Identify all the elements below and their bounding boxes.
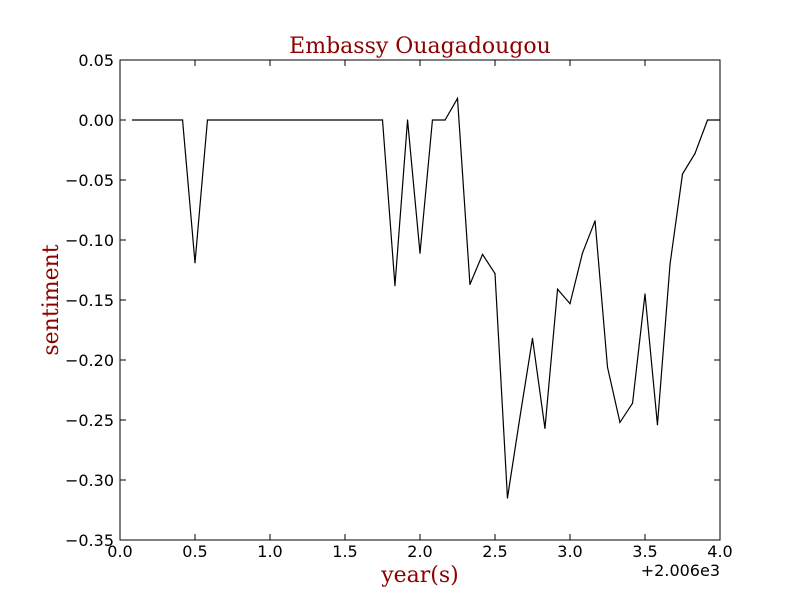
y-tick-label: 0.05 xyxy=(78,51,114,70)
data-point xyxy=(444,119,446,121)
data-point xyxy=(406,119,409,121)
y-tick-label: −0.15 xyxy=(65,291,114,310)
data-point xyxy=(256,119,259,121)
y-tick-label: −0.20 xyxy=(65,351,114,370)
data-point xyxy=(594,220,596,222)
data-point xyxy=(219,119,221,121)
data-point xyxy=(344,119,346,121)
data-point xyxy=(531,337,534,339)
data-point xyxy=(131,119,134,121)
data-point xyxy=(519,415,521,417)
y-tick-label: −0.35 xyxy=(65,531,114,550)
data-point xyxy=(506,497,509,499)
data-point xyxy=(194,262,196,264)
x-tick-label: 0.5 xyxy=(182,542,207,561)
data-point xyxy=(656,424,659,426)
data-point xyxy=(644,293,646,295)
data-point xyxy=(431,119,434,121)
data-point xyxy=(544,427,546,429)
data-point xyxy=(456,97,459,99)
data-point xyxy=(394,285,396,287)
data-point xyxy=(144,119,146,121)
x-tick-label: 0.0 xyxy=(107,542,132,561)
y-tick-label: −0.10 xyxy=(65,231,114,250)
x-axis-label: year(s) xyxy=(380,563,459,588)
x-tick-label: 2.5 xyxy=(482,542,507,561)
x-axis-offset-label: +2.006e3 xyxy=(641,561,720,580)
x-tick-label: 3.0 xyxy=(557,542,582,561)
data-point xyxy=(631,402,634,404)
x-tick-label: 4.0 xyxy=(707,542,732,561)
x-tick-label: 3.5 xyxy=(632,542,657,561)
data-point xyxy=(569,303,571,305)
axis-ticks: 0.0 0.5 1.0 1.5 2.0 2.5 3.0 3.5 4.0 0.05 0.00 −0.05… xyxy=(65,51,733,561)
y-tick-label: −0.30 xyxy=(65,471,114,490)
data-point xyxy=(706,119,709,121)
data-point xyxy=(206,119,209,121)
data-point xyxy=(481,253,484,255)
data-point xyxy=(281,119,284,121)
data-point xyxy=(156,119,159,121)
y-tick-label: 0.00 xyxy=(78,111,114,130)
x-tick-label: 1.5 xyxy=(332,542,357,561)
y-tick-label: −0.05 xyxy=(65,171,114,190)
data-point xyxy=(606,366,609,368)
data-point xyxy=(581,252,584,254)
plot-frame xyxy=(119,59,721,541)
data-point xyxy=(306,119,309,121)
data-point xyxy=(269,119,271,121)
data-point xyxy=(169,119,171,121)
data-point xyxy=(669,263,671,265)
data-point xyxy=(381,119,384,121)
data-point xyxy=(356,119,359,121)
data-point xyxy=(681,173,684,175)
x-tick-label: 2.0 xyxy=(407,542,432,561)
data-point xyxy=(331,119,334,121)
data-point xyxy=(494,273,496,275)
data-point xyxy=(469,283,471,285)
data-point xyxy=(619,421,621,423)
data-point xyxy=(319,119,321,121)
data-point xyxy=(244,119,246,121)
data-point xyxy=(369,119,371,121)
chart-title: Embassy Ouagadougou xyxy=(289,34,551,59)
data-point xyxy=(419,252,421,254)
x-tick-label: 1.0 xyxy=(257,542,282,561)
data-point xyxy=(231,119,234,121)
data-point xyxy=(294,119,296,121)
series-line xyxy=(132,96,720,499)
y-axis-label: sentiment xyxy=(39,244,64,355)
data-point xyxy=(556,288,559,290)
data-point xyxy=(181,119,184,121)
y-tick-label: −0.25 xyxy=(65,411,114,430)
data-point xyxy=(694,153,696,155)
